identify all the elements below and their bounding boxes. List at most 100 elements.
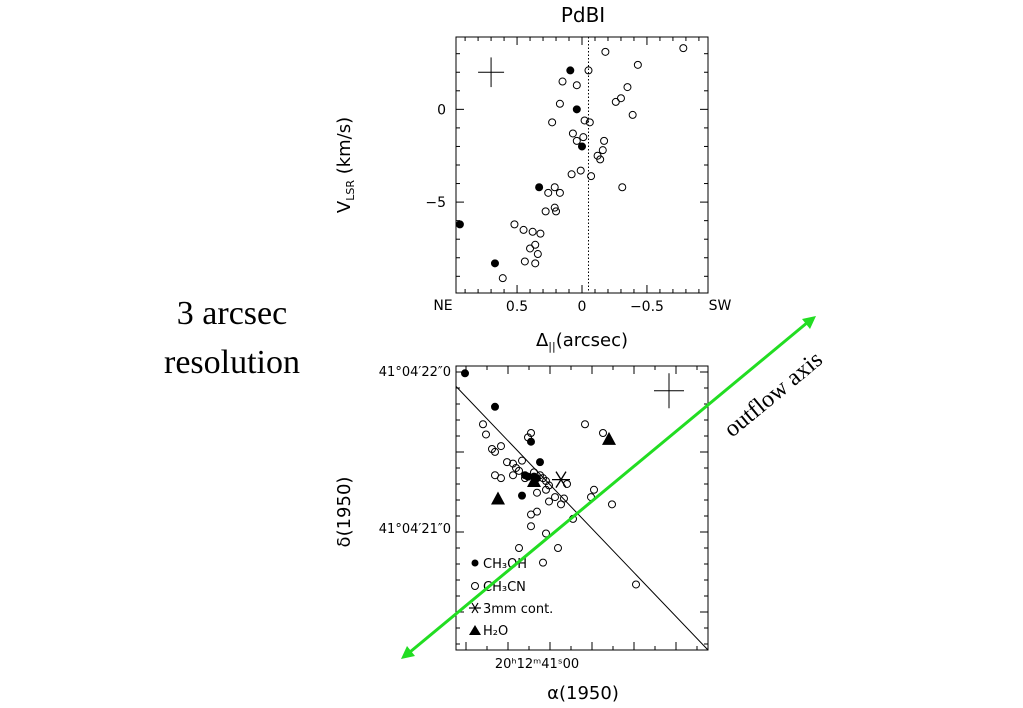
legend-marker-asterisk — [469, 602, 481, 614]
pv-diagram-panel: PdBI 0.5 0 −0.5 0 −5 NE SW Δ||(arcsec) VLSR … — [334, 3, 732, 353]
ra-tick-label: 20ʰ12ᵐ41ˢ00 — [495, 657, 579, 672]
ch3cn-point — [572, 81, 581, 90]
outflow-axis-arrow — [401, 316, 816, 659]
resolution-text-line2: resolution — [164, 344, 300, 381]
ch3cn-point — [599, 428, 607, 437]
ch3oh-point — [518, 491, 526, 500]
outflow-axis-label: outflow axis — [719, 347, 828, 443]
ch3oh-point — [491, 402, 499, 411]
legend-marker-filled-circle — [471, 559, 479, 567]
ch3cn-point — [567, 170, 576, 179]
ch3cn-point — [560, 494, 568, 503]
y-axis-label-top: VLSR (km/s) — [334, 117, 357, 213]
ch3cn-point — [551, 493, 559, 502]
ch3cn-point — [542, 529, 550, 538]
ch3cn-point — [526, 244, 535, 253]
x-axis-label-top: Δ||(arcsec) — [536, 330, 628, 353]
dec-tick-label-top: 41°04′22″0 — [379, 365, 451, 380]
ch3cn-point — [515, 466, 523, 475]
ch3cn-point — [531, 240, 540, 249]
ch3cn-point — [568, 129, 577, 138]
ch3cn-point — [479, 420, 487, 429]
x-tick-label-top: 0.5 — [506, 299, 528, 315]
ch3cn-point — [555, 188, 564, 197]
ch3cn-point — [554, 544, 562, 553]
error-bar-cross-bottom — [654, 373, 684, 409]
ch3cn-point — [539, 558, 547, 567]
y-tick-label-top: 0 — [437, 102, 446, 118]
ch3oh-point — [536, 458, 544, 467]
ch3cn-point — [550, 183, 559, 192]
ch3cn-point — [503, 458, 511, 467]
ch3cn-point — [587, 172, 596, 181]
y-tick-label-top: −5 — [425, 195, 446, 211]
ch3cn-point — [618, 183, 627, 192]
ch3cn-point — [581, 420, 589, 429]
ch3cn-point — [572, 136, 581, 145]
ch3cn-point — [552, 207, 561, 216]
legend-item-ch3oh: CH₃OH — [471, 557, 527, 572]
x-axis-label-bottom: α(1950) — [547, 683, 619, 704]
position-map-panel: 41°04′22″0 41°04′21″0 20ʰ12ᵐ41ˢ00 α(1950… — [334, 365, 709, 704]
ch3cn-point — [482, 430, 490, 439]
outflow-arrowhead-sw — [401, 646, 415, 659]
plot-frame-bottom — [455, 365, 709, 651]
ch3cn-point — [579, 133, 588, 142]
ch3oh-point — [535, 183, 544, 192]
ch3cn-point — [584, 66, 593, 75]
x-tick-label-top: 0 — [578, 299, 587, 315]
ch3oh-point — [578, 142, 586, 151]
ch3cn-point — [598, 146, 607, 155]
ch3cn-point — [548, 118, 557, 127]
ch3cn-point — [632, 580, 640, 589]
tick-labels-top: 0.5 0 −0.5 0 −5 — [425, 102, 664, 315]
ch3cn-point — [515, 544, 523, 553]
ch3cn-point — [531, 259, 540, 268]
ch3cn-point — [541, 207, 550, 216]
velocity-gradient-line — [455, 386, 709, 651]
legend-marker-triangle — [469, 625, 481, 635]
ch3cn-point — [527, 522, 535, 531]
error-bar-cross-top — [478, 57, 505, 88]
plot-frame-top — [455, 36, 709, 294]
ch3cn-point — [497, 474, 505, 483]
legend-item-3mm-cont: 3mm cont. — [469, 602, 553, 617]
ch3cn-point — [545, 497, 553, 506]
map-data-points — [461, 369, 640, 589]
ch3cn-point — [510, 220, 519, 229]
ch3cn-point — [518, 456, 526, 465]
legend-label-h2o: H₂O — [483, 624, 508, 639]
ch3cn-point — [585, 118, 594, 127]
ch3cn-point — [544, 188, 553, 197]
h2o-maser-point — [527, 474, 541, 488]
ch3cn-point — [520, 257, 529, 266]
ch3cn-point — [527, 510, 535, 519]
ch3cn-point — [600, 136, 609, 145]
ch3oh-point — [572, 105, 581, 114]
ch3cn-point — [616, 94, 625, 103]
ch3cn-point — [633, 60, 642, 69]
ch3cn-point — [527, 428, 535, 437]
tick-marks-top — [456, 37, 708, 293]
ch3oh-point — [566, 66, 575, 75]
ch3cn-point — [491, 447, 499, 456]
outflow-arrowhead-ne — [802, 316, 816, 329]
x-tick-label-top: −0.5 — [630, 299, 664, 315]
ch3cn-point — [580, 116, 589, 125]
ch3cn-point — [596, 155, 605, 164]
ch3cn-point — [509, 471, 517, 480]
legend-marker-open-circle — [471, 582, 479, 590]
ch3cn-point — [528, 227, 537, 236]
chart-title: PdBI — [561, 3, 605, 27]
pv-data-points — [455, 44, 688, 283]
y-axis-label-bottom: δ(1950) — [334, 477, 355, 548]
ch3cn-point — [519, 225, 528, 234]
ne-direction-label: NE — [433, 298, 452, 314]
ch3cn-point — [533, 488, 541, 497]
ch3oh-point — [490, 259, 499, 268]
ch3cn-point — [601, 47, 610, 56]
ch3cn-point — [623, 83, 632, 92]
ch3cn-point — [608, 500, 616, 509]
ch3cn-point — [521, 474, 529, 483]
